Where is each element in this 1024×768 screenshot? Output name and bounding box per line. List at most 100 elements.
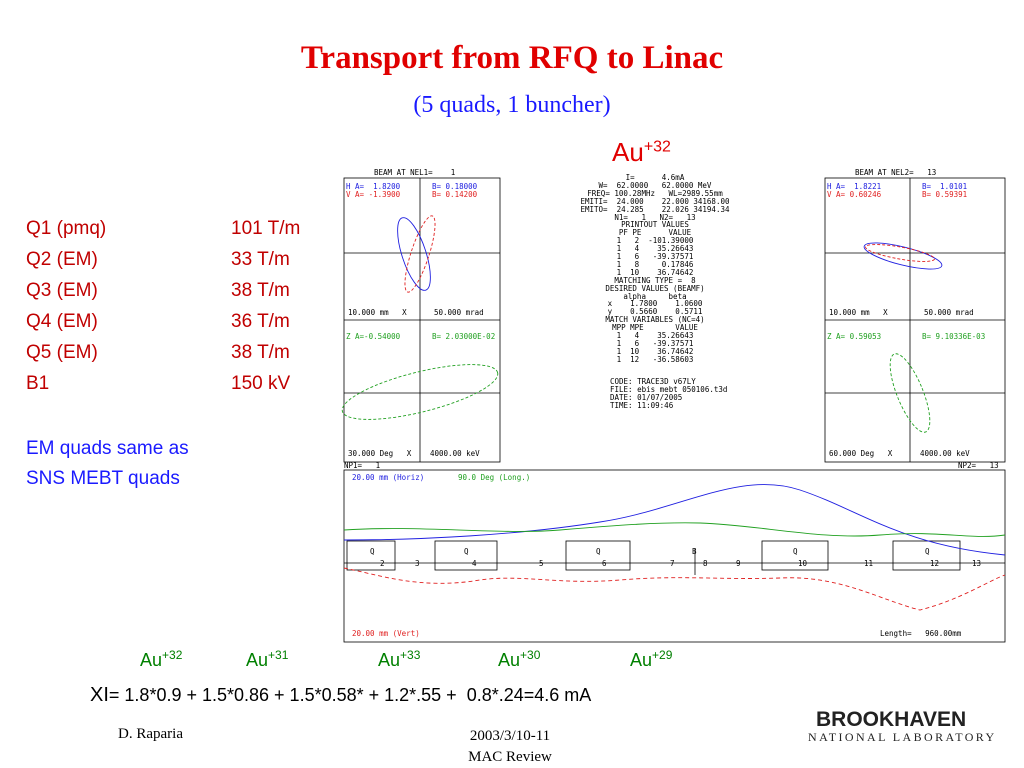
ellipse-v xyxy=(865,244,935,262)
ellipse-z xyxy=(889,353,931,433)
note-line: SNS MEBT quads xyxy=(26,468,180,489)
ion-base: Au xyxy=(378,650,401,670)
code-line: CODE: TRACE3D v67LY xyxy=(610,377,696,386)
scale-label: 50.000 mrad xyxy=(924,308,974,317)
element-label: B xyxy=(692,547,697,556)
logo-bottom: NATIONAL LABORATORY xyxy=(808,730,997,744)
element-number: 4 xyxy=(472,559,477,568)
output-line: PRINTOUT VALUES xyxy=(621,220,689,230)
ion-base: Au xyxy=(498,650,521,670)
magnet-value: 101 T/m xyxy=(231,218,301,239)
twiss-z: B= 2.03000E-02 xyxy=(432,332,496,341)
output-line: DESIRED VALUES (BEAMF) xyxy=(605,283,705,293)
output-line: EMITO= 24.285 22.026 34194.34 xyxy=(580,204,730,214)
np-label: NP1= 1 xyxy=(344,461,381,470)
ellipse-h xyxy=(863,242,943,270)
event: MAC Review xyxy=(468,749,552,765)
element-number: 8 xyxy=(703,559,708,568)
output-line: EMITI= 24.000 22.000 34168.00 xyxy=(580,196,730,206)
code-line: DATE: 01/07/2005 xyxy=(610,393,683,402)
scale-label: 50.000 mrad xyxy=(434,308,484,317)
quad xyxy=(346,540,396,571)
twiss-v: V A= -1.3900 xyxy=(346,190,401,199)
charge-state: Au+32 xyxy=(140,648,182,671)
output-line: FREQ= 100.28MHz WL=2989.55mm xyxy=(587,188,723,198)
panel-header: BEAM AT NEL2= 13 xyxy=(855,168,937,177)
charge-state: Au+31 xyxy=(246,648,288,671)
output-line: 1 4 35.26643 xyxy=(616,331,694,340)
element-number: 9 xyxy=(736,559,741,568)
element-label: Q xyxy=(596,547,601,556)
ion-charge: +29 xyxy=(652,648,673,662)
twiss-h: H A= 1.8221 xyxy=(827,182,882,191)
output-line: 1 6 -39.37571 xyxy=(616,252,694,261)
charge-state: Au+30 xyxy=(498,648,540,671)
subtitle: (5 quads, 1 buncher) xyxy=(413,92,611,118)
output-line: PF PE VALUE xyxy=(618,228,692,238)
envelope-long xyxy=(343,522,1006,537)
code-line: FILE: ebis mebt 050106.t3d xyxy=(610,385,728,394)
charge-state: Au+33 xyxy=(378,648,420,671)
element-number: 12 xyxy=(930,559,940,568)
panel-header: BEAM AT NEL1= 1 xyxy=(374,168,456,177)
note-line: EM quads same as xyxy=(26,438,189,459)
output-line: 1 4 35.26643 xyxy=(616,244,694,254)
frame xyxy=(343,469,1006,643)
np-label: NP2= 13 xyxy=(958,461,999,470)
element-number: 2 xyxy=(380,559,385,568)
quad xyxy=(565,540,631,571)
output-line: MPP MPE VALUE xyxy=(612,323,698,333)
logo-top: BROOKHAVEN xyxy=(816,708,967,731)
twiss-v: B= 0.14200 xyxy=(432,190,478,199)
scale-label: 30.000 Deg X xyxy=(348,449,412,458)
axis-label: 20.00 mm (Horiz) xyxy=(352,473,425,482)
scale-label: 10.000 mm X xyxy=(829,308,888,317)
author: D. Raparia xyxy=(118,726,183,742)
scale-label: 10.000 mm X xyxy=(348,308,407,317)
ion-charge: +32 xyxy=(162,648,183,662)
twiss-h: B= 0.18000 xyxy=(432,182,478,191)
element-number: 13 xyxy=(972,559,982,568)
element-number: 11 xyxy=(864,559,874,568)
twiss-v: V A= 0.60246 xyxy=(827,190,882,199)
scale-label: 4000.00 keV xyxy=(430,449,480,458)
formula-rest: = 1.8*0.9 + 1.5*0.86 + 1.5*0.58* + 1.2*.… xyxy=(108,685,592,705)
ion-base: Au xyxy=(630,650,653,670)
envelope-horiz xyxy=(343,484,1006,556)
output-line: 1 12 -36.58603 xyxy=(616,354,694,364)
output-line: x 1.7800 1.0600 xyxy=(607,299,703,309)
element-number: 3 xyxy=(415,559,420,568)
element-number: 6 xyxy=(602,559,607,568)
output-line: 1 6 -39.37571 xyxy=(616,338,694,348)
output-line: alpha beta xyxy=(623,291,687,301)
element-number: 10 xyxy=(798,559,808,568)
output-line: MATCHING TYPE = 8 xyxy=(614,275,696,285)
ellipse-z xyxy=(341,364,499,420)
output-line: N1= 1 N2= 13 xyxy=(614,212,696,222)
ion-base: Au xyxy=(140,650,163,670)
output-line: I= 4.6mA xyxy=(625,173,685,182)
quad xyxy=(434,540,498,571)
output-line: y 0.5660 0.5711 xyxy=(607,307,703,317)
magnet-value: 150 kV xyxy=(231,373,291,394)
twiss-z: Z A=-0.54000 xyxy=(346,332,401,341)
formula: XI= 1.8*0.9 + 1.5*0.86 + 1.5*0.58* + 1.2… xyxy=(90,684,591,707)
output-line: 1 10 36.74642 xyxy=(616,267,694,277)
ellipse-v xyxy=(404,215,436,293)
ion-charge: +32 xyxy=(643,138,671,156)
scale-label: 60.000 Deg X xyxy=(829,449,893,458)
twiss-z: B= 9.10336E-03 xyxy=(922,332,986,341)
element-number: 5 xyxy=(539,559,544,568)
output-line: MATCH VARIABLES (NC=4) xyxy=(605,315,705,325)
formula-lead: XI xyxy=(90,684,109,706)
scale-label: 4000.00 keV xyxy=(920,449,970,458)
twiss-h: H A= 1.8200 xyxy=(346,182,401,191)
magnet-name: B1 xyxy=(26,373,50,394)
ion-charge: +30 xyxy=(520,648,541,662)
ion-base: Au xyxy=(612,137,644,167)
magnet-value: 33 T/m xyxy=(231,249,290,270)
output-line: 1 8 0.17846 xyxy=(616,259,694,269)
element-number: 7 xyxy=(670,559,675,568)
